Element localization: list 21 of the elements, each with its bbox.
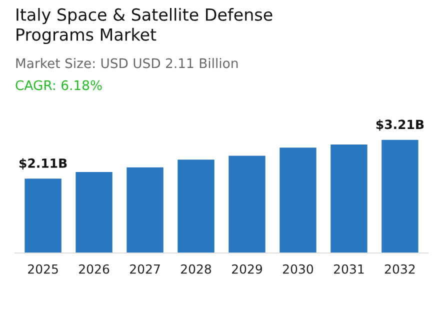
x-tick-label: 2025 <box>28 264 58 274</box>
bar <box>330 144 368 253</box>
x-tick-label: 2031 <box>334 264 364 274</box>
data-label: $2.11B <box>19 158 67 170</box>
text: CAGR: 6.18% <box>16 80 102 90</box>
bar <box>178 160 214 253</box>
x-tick-label: 2032 <box>384 264 415 274</box>
chart-subtitle: Market Size: USD USD 2.11 Billion <box>16 58 238 68</box>
bar <box>280 148 316 253</box>
bar <box>126 167 164 253</box>
data-label: $3.21B <box>376 119 424 131</box>
bar <box>228 156 266 253</box>
x-tick-label: 2030 <box>282 264 314 274</box>
bar <box>382 140 418 253</box>
chart-title: Italy Space & Satellite Defense Programs Market <box>16 8 272 44</box>
bar <box>24 178 62 253</box>
x-tick-label: 2027 <box>130 264 160 274</box>
x-tick-label: 2028 <box>181 264 212 274</box>
bar <box>76 172 112 253</box>
x-tick-label: 2029 <box>232 264 262 274</box>
x-tick-label: 2026 <box>79 264 110 274</box>
